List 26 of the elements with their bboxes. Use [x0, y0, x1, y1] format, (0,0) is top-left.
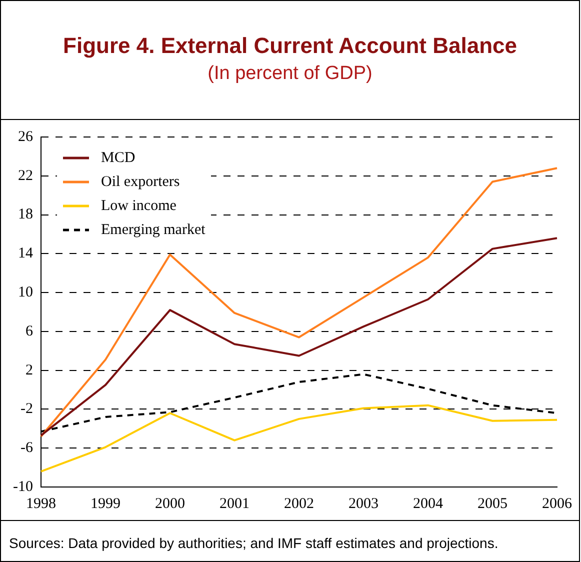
y-tick-label: -6 [20, 440, 34, 456]
x-tick-label: 2002 [284, 496, 314, 512]
y-tick-label: -2 [20, 401, 33, 418]
x-tick-label: 2004 [413, 496, 444, 512]
y-tick-label: 14 [18, 246, 34, 262]
chart-subtitle: (In percent of GDP) [206, 62, 374, 85]
x-tick-label: 1998 [26, 496, 56, 512]
source-note: Sources: Data provided by authorities; and IMF staff estimates and projections. [9, 535, 500, 551]
x-tick-label: 2000 [154, 496, 185, 512]
x-tick-label: 1999 [90, 496, 120, 512]
legend-label: MCD [101, 149, 136, 168]
chart-title: Figure 4. External Current Account Balance [62, 32, 518, 59]
y-tick-label: 22 [18, 168, 33, 184]
x-tick-label: 2001 [219, 496, 250, 512]
x-tick-label: 2006 [542, 496, 572, 512]
legend-label: Low income [101, 197, 176, 216]
x-tick-label: 2003 [348, 496, 378, 512]
y-tick-label: 18 [18, 206, 33, 223]
legend-label: Oil exporters [101, 173, 180, 192]
y-tick-label: 26 [18, 128, 34, 145]
y-tick-label: -10 [12, 478, 33, 495]
y-tick-label: 2 [25, 362, 33, 378]
x-tick-label: 2005 [478, 496, 508, 512]
y-tick-label: 10 [18, 284, 33, 300]
y-tick-label: 6 [25, 323, 34, 340]
legend-label: Emerging market [101, 221, 206, 240]
